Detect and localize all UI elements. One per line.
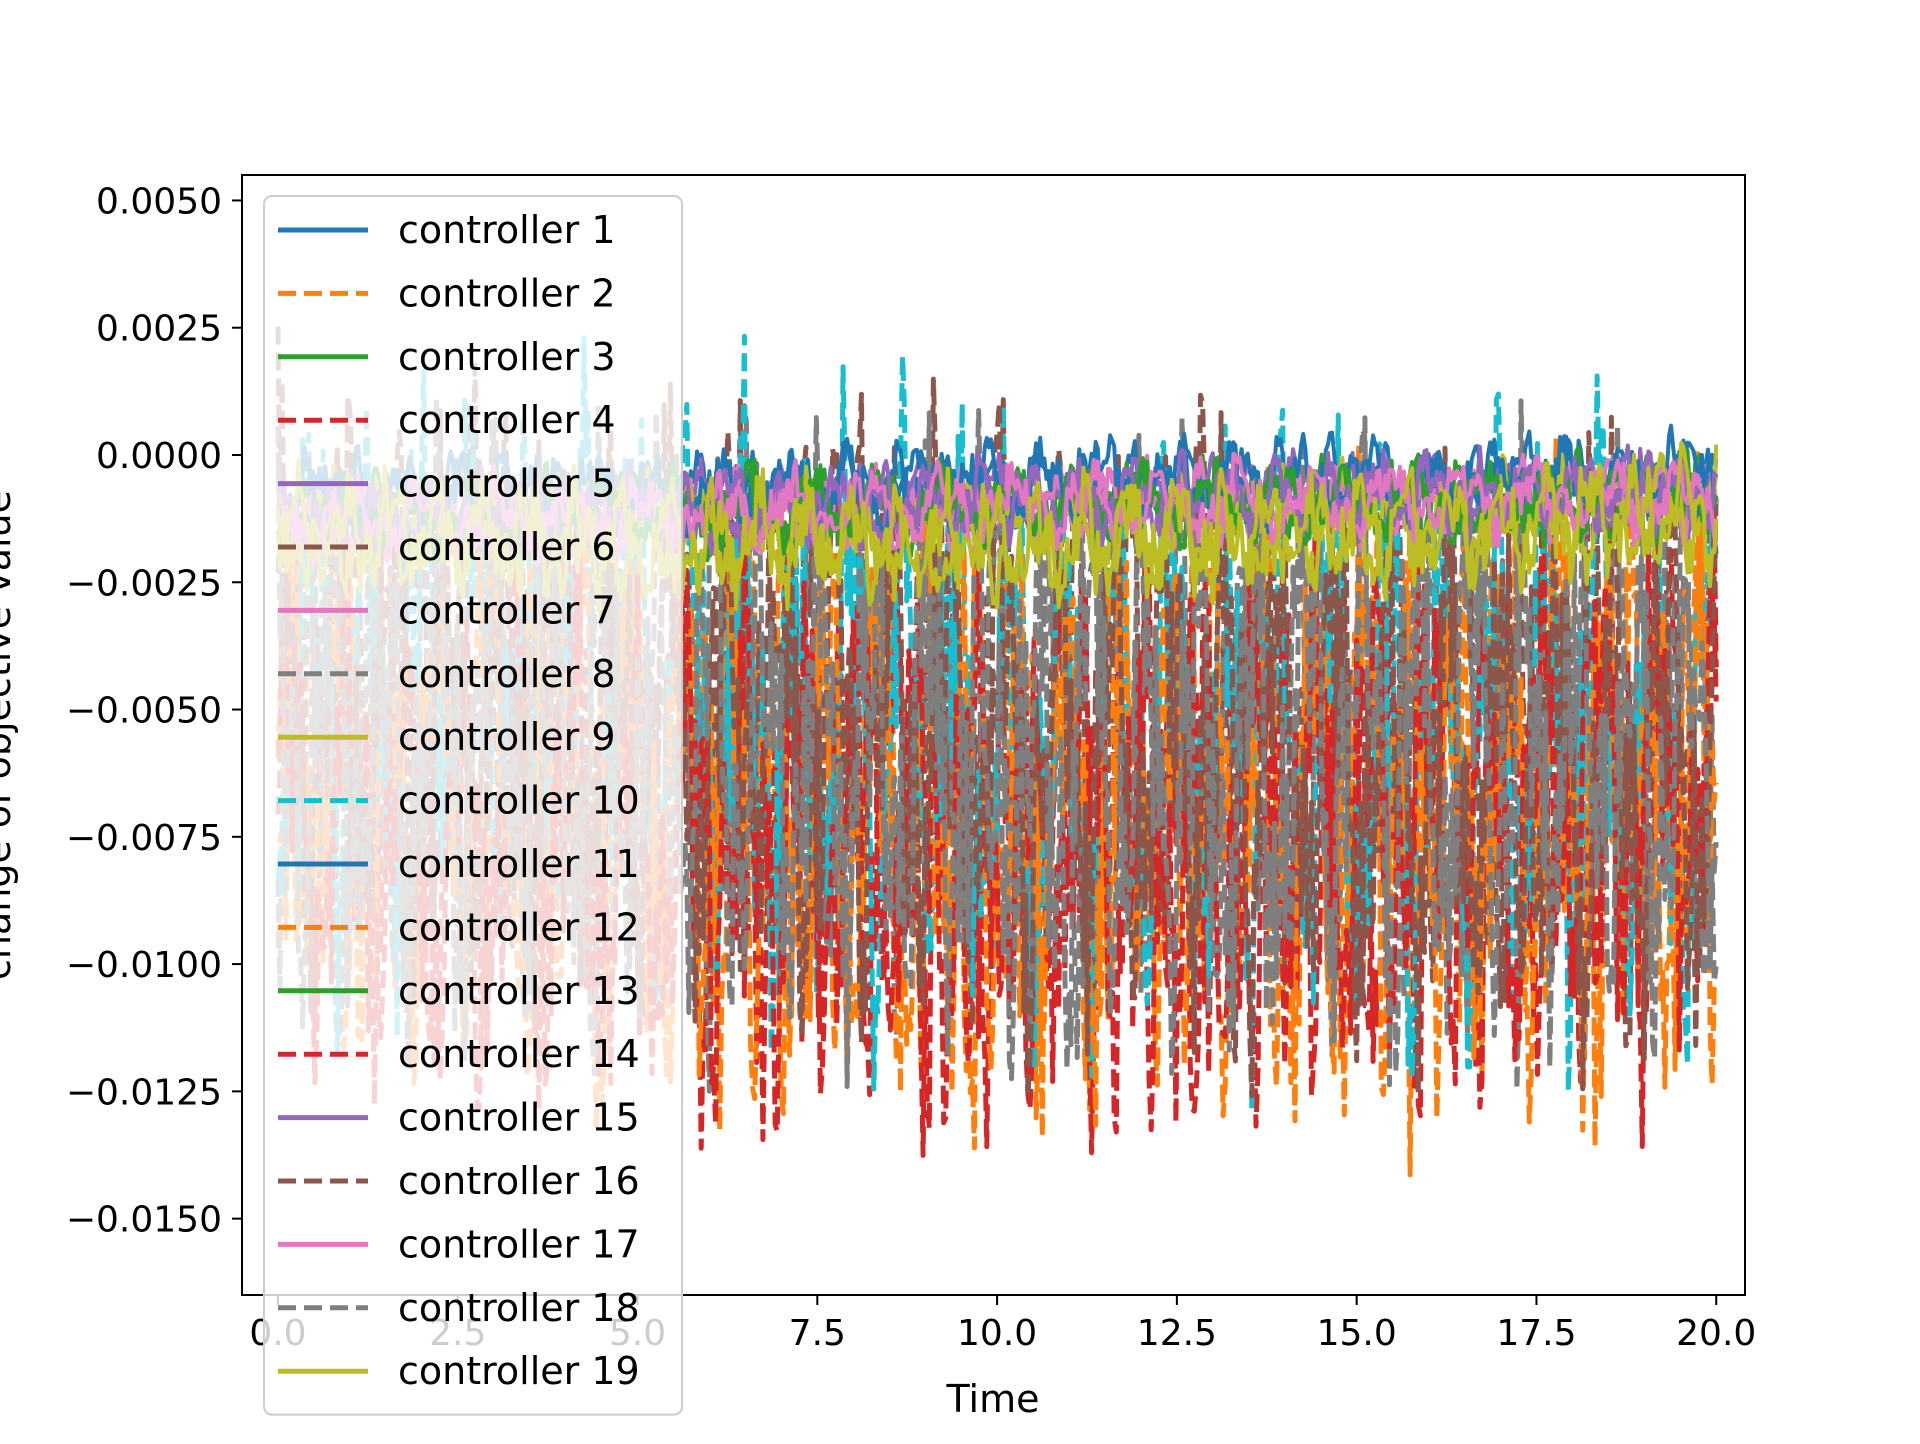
x-tick-label: 12.5 xyxy=(1137,1313,1217,1354)
y-tick-label: 0.0050 xyxy=(96,181,222,222)
x-tick-label: 7.5 xyxy=(789,1313,846,1354)
plot-frame xyxy=(241,174,1746,1296)
y-tick-label: −0.0125 xyxy=(66,1072,222,1113)
legend-entry-label: controller 10 xyxy=(398,779,640,823)
legend-entry-label: controller 18 xyxy=(398,1286,640,1330)
x-tick-label: 20.0 xyxy=(1676,1313,1756,1354)
legend-entry-label: controller 7 xyxy=(398,588,616,632)
legend-entry-label: controller 14 xyxy=(398,1032,640,1076)
legend-entry-label: controller 1 xyxy=(398,208,616,252)
legend-entry-label: controller 9 xyxy=(398,715,616,759)
x-axis-label: Time xyxy=(946,1377,1040,1421)
legend-entry-label: controller 3 xyxy=(398,335,616,379)
legend-entry-label: controller 4 xyxy=(398,398,616,442)
y-tick-label: −0.0150 xyxy=(66,1200,222,1241)
x-tick-label: 10.0 xyxy=(957,1313,1037,1354)
legend: controller 1 controller 2 controller 3 cont… xyxy=(263,195,683,1416)
legend-entry-label: controller 12 xyxy=(398,905,640,949)
legend-entry-label: controller 17 xyxy=(398,1222,640,1266)
y-tick-label: −0.0050 xyxy=(66,691,222,732)
legend-box xyxy=(263,195,683,1416)
legend-entry-label: controller 15 xyxy=(398,1096,640,1140)
legend-entry-label: controller 16 xyxy=(398,1159,640,1203)
legend-entry-label: controller 6 xyxy=(398,525,616,569)
y-tick-label: 0.0025 xyxy=(96,309,222,350)
y-axis-label: change of objective value xyxy=(0,490,19,980)
y-tick-label: −0.0100 xyxy=(66,945,222,986)
legend-entry-label: controller 8 xyxy=(398,652,616,696)
legend-entry-label: controller 13 xyxy=(398,969,640,1013)
series-line-controller-2 xyxy=(275,469,1719,1178)
legend-entry-label: controller 19 xyxy=(398,1349,640,1393)
y-tick-label: −0.0075 xyxy=(66,818,222,859)
y-axis: 0.0050 0.0025 0.0000 −0.0025 −0.0050 −0.0075 −… xyxy=(66,181,242,1241)
x-tick-label: 17.5 xyxy=(1496,1313,1576,1354)
y-tick-label: 0.0000 xyxy=(96,436,222,477)
y-tick-label: −0.0025 xyxy=(66,563,222,604)
x-tick-label: 15.0 xyxy=(1317,1313,1397,1354)
legend-entry-label: controller 11 xyxy=(398,842,640,886)
legend-entry-label: controller 2 xyxy=(398,271,616,315)
legend-entry-label: controller 5 xyxy=(398,462,616,506)
